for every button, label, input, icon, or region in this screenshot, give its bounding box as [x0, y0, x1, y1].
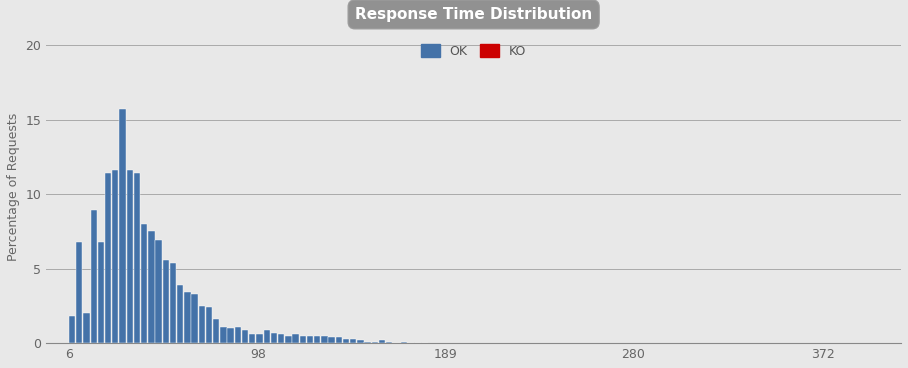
Bar [343, 339, 350, 343]
Bar [242, 330, 248, 343]
Bar [98, 242, 104, 343]
Bar [228, 328, 234, 343]
Y-axis label: Percentage of Requests: Percentage of Requests [7, 113, 20, 261]
Bar [84, 314, 90, 343]
Bar [307, 336, 313, 343]
Bar [199, 306, 205, 343]
Bar [221, 327, 227, 343]
Bar [357, 340, 363, 343]
Bar [234, 327, 241, 343]
Bar [91, 210, 97, 343]
Bar [184, 293, 191, 343]
Bar [249, 334, 255, 343]
Bar [213, 319, 220, 343]
Bar [379, 340, 385, 343]
Legend: OK, KO: OK, KO [416, 39, 531, 63]
Bar [141, 224, 147, 343]
Bar [314, 336, 321, 343]
Bar [206, 307, 212, 343]
Bar [263, 330, 270, 343]
Bar [292, 334, 299, 343]
Bar [256, 334, 262, 343]
Bar [119, 109, 125, 343]
Bar [285, 336, 291, 343]
Bar [300, 336, 306, 343]
Bar [329, 337, 335, 343]
Bar [126, 170, 133, 343]
Bar [321, 336, 328, 343]
Title: Response Time Distribution: Response Time Distribution [355, 7, 592, 22]
Bar [113, 170, 119, 343]
Bar [133, 173, 140, 343]
Bar [336, 337, 342, 343]
Bar [400, 342, 407, 343]
Bar [170, 263, 176, 343]
Bar [386, 342, 392, 343]
Bar [155, 240, 162, 343]
Bar [76, 242, 83, 343]
Bar [69, 316, 75, 343]
Bar [278, 334, 284, 343]
Bar [371, 342, 378, 343]
Bar [350, 339, 357, 343]
Bar [192, 294, 198, 343]
Bar [364, 342, 370, 343]
Bar [177, 285, 183, 343]
Bar [105, 173, 112, 343]
Bar [271, 333, 277, 343]
Bar [163, 260, 169, 343]
Bar [148, 231, 154, 343]
